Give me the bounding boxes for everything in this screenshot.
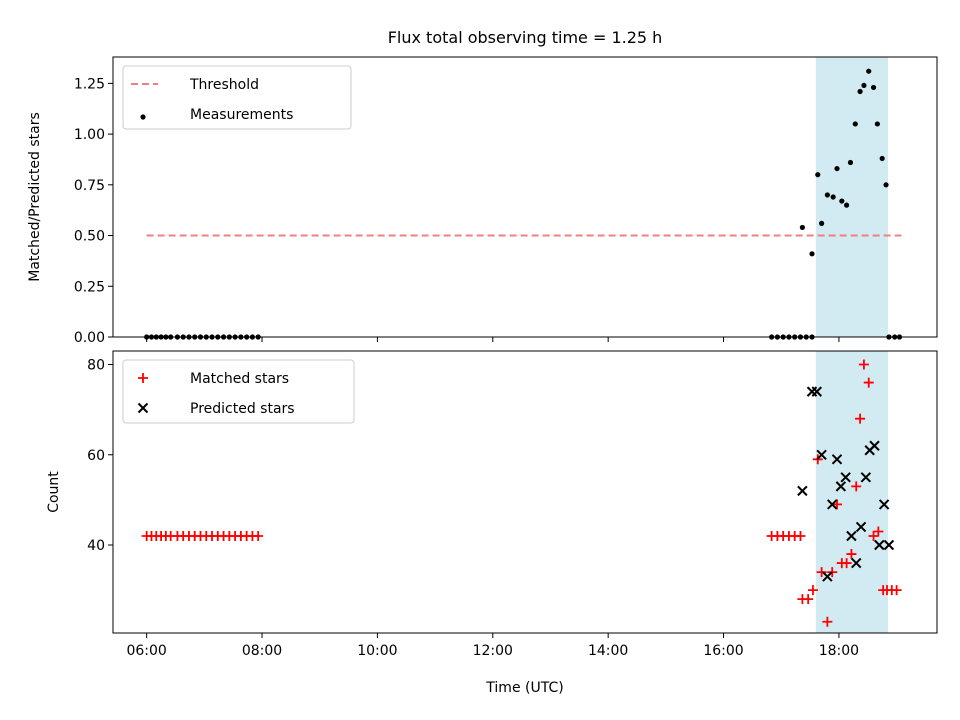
y-tick-label: 0.75 — [74, 178, 105, 194]
data-point — [851, 481, 862, 492]
data-point — [819, 220, 825, 226]
highlight-span — [815, 351, 888, 633]
data-point — [815, 172, 821, 178]
data-point — [807, 585, 818, 596]
data-point — [832, 499, 843, 510]
data-point — [868, 530, 879, 541]
data-point — [846, 549, 857, 560]
y-tick-label: 1.25 — [74, 76, 105, 92]
top-panel: 0.00 0.25 0.50 0.75 1.00 1.25 Matched/Predicte… — [27, 56, 938, 346]
data-point — [873, 526, 884, 537]
data-point — [874, 539, 885, 551]
series-cross — [797, 386, 895, 582]
x-axis-label: Time (UTC) — [485, 680, 563, 696]
data-point — [879, 155, 885, 162]
data-point — [847, 159, 854, 166]
data-point — [883, 182, 889, 188]
legend-swatch — [137, 402, 149, 414]
data-point — [846, 530, 857, 542]
legend: Threshold Measurements — [122, 65, 352, 130]
data-point — [855, 521, 867, 533]
series-plus — [141, 359, 902, 627]
data-point — [834, 165, 840, 172]
data-point — [809, 251, 815, 257]
data-point — [870, 84, 877, 91]
data-point — [861, 82, 867, 89]
x-tick-label: 06:00 — [126, 643, 166, 659]
data-point — [860, 472, 872, 483]
x-tick-label: 08:00 — [242, 643, 282, 659]
data-point — [851, 557, 862, 569]
legend-swatch — [140, 114, 146, 120]
data-point — [878, 499, 890, 510]
data-point — [835, 481, 847, 492]
data-point — [816, 567, 827, 578]
data-point — [891, 585, 902, 596]
x-tick-label: 12:00 — [473, 643, 513, 659]
data-point — [883, 539, 895, 551]
y-tick-label: 0.00 — [74, 330, 105, 346]
legend-label: Matched stars — [190, 371, 289, 387]
y-tick-label: 1.00 — [74, 127, 105, 143]
axes-frame — [112, 350, 938, 634]
y-tick-label: 0.25 — [74, 279, 105, 295]
legend-box — [122, 359, 355, 424]
data-point — [831, 454, 843, 465]
bottom-panel: 40 60 80 06:00 08:00 10:00 12:00 14:00 16:00 18:0… — [46, 350, 938, 696]
data-point — [869, 440, 880, 451]
y-axis-label: Count — [46, 471, 62, 513]
data-point — [797, 485, 808, 497]
data-point — [874, 121, 880, 127]
data-point — [866, 68, 872, 74]
data-point — [858, 359, 869, 370]
data-point — [822, 616, 833, 627]
x-tick-label: 14:00 — [588, 643, 628, 659]
legend-box — [122, 65, 352, 130]
data-point — [857, 88, 863, 95]
y-tick-label: 0.50 — [74, 229, 105, 245]
data-point — [822, 571, 833, 582]
x-tick-label: 18:00 — [819, 643, 859, 659]
data-point — [830, 194, 836, 200]
legend-swatch — [138, 373, 148, 383]
data-point — [811, 386, 823, 397]
y-tick-label: 80 — [87, 358, 105, 374]
x-tick-label: 16:00 — [703, 643, 743, 659]
data-point — [795, 530, 806, 541]
data-point — [826, 499, 838, 510]
y-tick-label: 60 — [87, 448, 105, 464]
data-point — [816, 449, 827, 460]
axes-frame — [112, 56, 938, 338]
data-point — [863, 377, 874, 388]
x-tick-label: 10:00 — [357, 643, 397, 659]
data-point — [806, 386, 818, 397]
legend: Matched stars Predicted stars — [122, 359, 355, 424]
data-point — [824, 192, 830, 198]
y-tick-label: 40 — [87, 538, 105, 554]
data-point — [841, 558, 852, 569]
data-point — [839, 198, 845, 204]
data-point — [840, 472, 851, 483]
chart-title: Flux total observing time = 1.25 h — [388, 28, 663, 47]
data-point — [253, 530, 264, 541]
legend-label: Measurements — [190, 107, 293, 123]
data-point — [844, 202, 850, 208]
data-point — [827, 567, 838, 578]
legend-label: Threshold — [189, 77, 259, 93]
data-point — [799, 224, 805, 231]
data-point — [852, 121, 858, 127]
data-point — [803, 594, 814, 605]
y-axis-label: Matched/Predicted stars — [27, 112, 43, 282]
data-point — [855, 413, 866, 424]
legend-label: Predicted stars — [190, 401, 295, 417]
